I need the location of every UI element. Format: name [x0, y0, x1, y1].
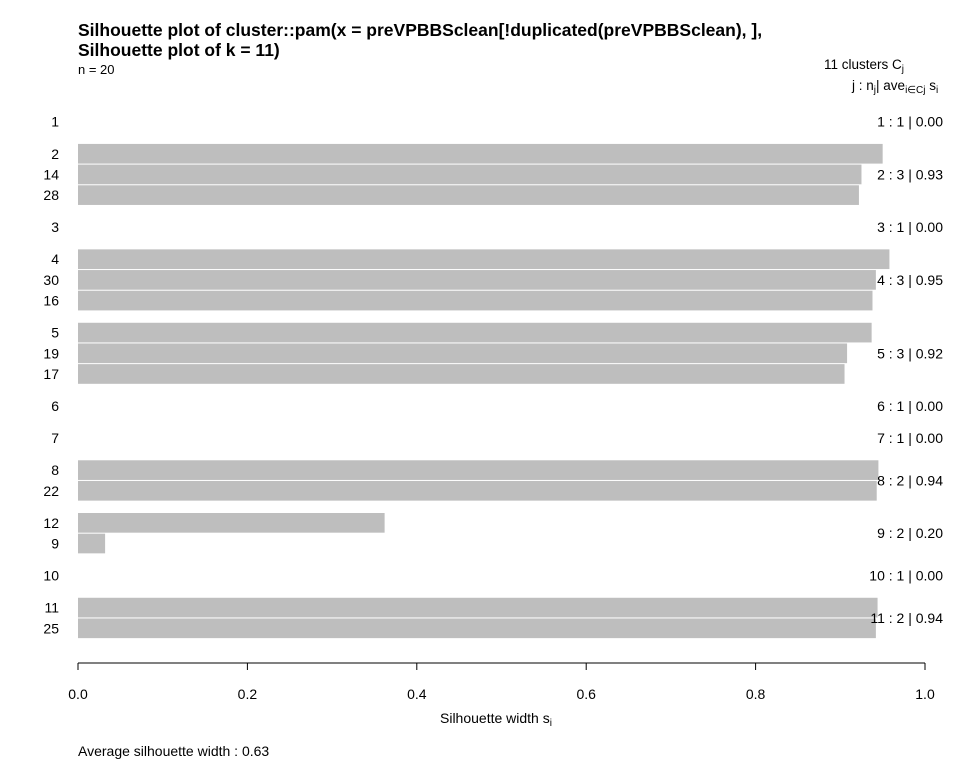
obs-label-5: 5 — [51, 325, 59, 341]
cluster-summary-11: 11 : 2 | 0.94 — [870, 610, 943, 626]
obs-label-17: 17 — [43, 366, 59, 382]
x-axis-label: Silhouette width si — [440, 710, 552, 729]
obs-label-2: 2 — [51, 146, 59, 162]
cluster-summary-10: 10 : 1 | 0.00 — [869, 568, 943, 584]
cluster-summary-9: 9 : 2 | 0.20 — [877, 525, 943, 541]
x-tick-label-0.6: 0.6 — [576, 686, 596, 702]
cluster-summary-1: 1 : 1 | 0.00 — [877, 114, 943, 130]
bar-obs-11 — [78, 597, 878, 618]
obs-label-28: 28 — [43, 187, 59, 203]
bar-obs-12 — [78, 513, 385, 533]
cluster-summary-5: 5 : 3 | 0.92 — [877, 345, 943, 361]
legend-clusters-text: 11 clusters C — [824, 57, 902, 72]
bar-obs-28 — [78, 185, 859, 205]
x-tick-label-0.4: 0.4 — [407, 686, 427, 702]
legend-col-ave-sub: i∈Cj — [905, 85, 926, 96]
obs-label-25: 25 — [43, 620, 59, 636]
chart-title-line1: Silhouette plot of cluster::pam(x = preV… — [78, 20, 763, 40]
n-label: n = 20 — [78, 62, 115, 77]
bar-obs-22 — [78, 480, 877, 501]
obs-label-8: 8 — [51, 462, 59, 478]
bar-obs-17 — [78, 364, 845, 384]
bar-obs-2 — [78, 143, 883, 164]
bar-obs-8 — [78, 460, 879, 480]
cluster-summary-3: 3 : 1 | 0.00 — [877, 219, 943, 235]
x-tick-label-1.0: 1.0 — [915, 686, 935, 702]
obs-label-7: 7 — [51, 430, 59, 446]
legend-col-n: n — [866, 78, 874, 93]
obs-label-6: 6 — [51, 398, 59, 414]
x-tick-label-0.2: 0.2 — [238, 686, 258, 702]
obs-label-22: 22 — [43, 483, 59, 499]
bar-obs-5 — [78, 322, 872, 343]
bar-obs-9 — [78, 533, 106, 554]
bar-obs-19 — [78, 343, 848, 364]
cluster-summary-4: 4 : 3 | 0.95 — [877, 272, 943, 288]
legend-clusters-sub: j — [901, 64, 905, 75]
bar-obs-30 — [78, 270, 876, 290]
obs-label-14: 14 — [43, 166, 59, 182]
bar-obs-25 — [78, 618, 876, 639]
bar-obs-4 — [78, 249, 890, 270]
obs-label-30: 30 — [43, 272, 59, 288]
bar-obs-16 — [78, 290, 873, 311]
obs-label-3: 3 — [51, 219, 59, 235]
legend-col-n-sub: j — [873, 85, 877, 96]
obs-label-16: 16 — [43, 293, 59, 309]
obs-label-4: 4 — [51, 251, 59, 267]
obs-label-1: 1 — [51, 114, 59, 130]
chart-title-line2: Silhouette plot of k = 11) — [78, 40, 280, 60]
cluster-summary-6: 6 : 1 | 0.00 — [877, 398, 943, 414]
legend-col-ave: | ave — [876, 78, 906, 93]
x-tick-label-0.0: 0.0 — [68, 686, 88, 702]
obs-label-12: 12 — [43, 515, 59, 531]
x-tick-label-0.8: 0.8 — [746, 686, 766, 702]
legend-col-j: j : — [852, 78, 863, 93]
cluster-summary-8: 8 : 2 | 0.94 — [877, 472, 943, 488]
obs-label-11: 11 — [44, 600, 59, 616]
cluster-summary-7: 7 : 1 | 0.00 — [877, 430, 943, 446]
x-axis-label-sub: i — [549, 718, 552, 729]
cluster-summary-2: 2 : 3 | 0.93 — [877, 166, 943, 182]
x-axis-label-main: Silhouette width s — [440, 710, 550, 726]
average-silhouette-width: Average silhouette width : 0.63 — [78, 743, 270, 759]
bar-obs-14 — [78, 164, 862, 185]
obs-label-10: 10 — [43, 568, 59, 584]
obs-label-9: 9 — [51, 536, 59, 552]
legend-clusters-header: 11 clusters Cj — [824, 57, 904, 75]
legend-col-s: s — [929, 78, 936, 93]
legend-col-s-sub: i — [935, 85, 939, 96]
legend-columns-header: j : nj| avei∈Cj si — [852, 78, 938, 96]
obs-label-19: 19 — [43, 345, 59, 361]
